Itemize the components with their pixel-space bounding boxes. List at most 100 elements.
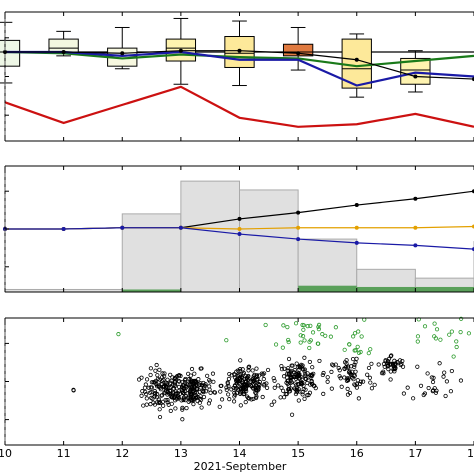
scatter-point xyxy=(354,356,359,361)
scatter-point xyxy=(381,369,386,374)
scatter-point xyxy=(264,385,270,390)
scatter-point xyxy=(186,399,191,404)
trend-line-2-point xyxy=(61,227,66,231)
scatter-point xyxy=(298,333,303,338)
scatter-point xyxy=(196,377,201,382)
scatter-point xyxy=(142,385,148,390)
scatter-point xyxy=(208,390,213,395)
scatter-point xyxy=(296,398,301,403)
scatter-point xyxy=(238,367,243,372)
scatter-point xyxy=(225,380,230,385)
scatter-point xyxy=(305,324,310,329)
scatter-point xyxy=(252,372,257,377)
scatter-point xyxy=(194,390,199,395)
scatter-point xyxy=(155,391,160,397)
scatter-point xyxy=(345,386,350,391)
scatter-point xyxy=(234,377,239,382)
scatter-point xyxy=(405,385,410,390)
scatter-point xyxy=(260,372,266,377)
scatter-point xyxy=(433,390,439,395)
scatter-point xyxy=(353,360,358,365)
scatter-point xyxy=(212,390,217,395)
scatter-point xyxy=(148,366,153,371)
x-tick-label: 16 xyxy=(350,447,364,460)
scatter-point xyxy=(160,393,165,398)
scatter-point xyxy=(421,392,426,398)
scatter-point xyxy=(165,400,170,405)
scatter-point xyxy=(422,324,428,329)
scatter-point xyxy=(234,390,239,396)
scatter-point xyxy=(385,358,391,364)
trend-line-1-point xyxy=(413,225,418,230)
scatter-point xyxy=(224,385,229,390)
scatter-point xyxy=(344,361,349,366)
x-tick-label: 14 xyxy=(233,447,247,460)
scatter-point xyxy=(352,382,357,387)
scatter-point xyxy=(250,385,256,391)
scatter-point xyxy=(288,378,293,383)
scatter-point xyxy=(356,329,361,334)
scatter-point xyxy=(263,322,268,328)
scatter-point xyxy=(345,376,350,381)
scatter-point xyxy=(458,378,464,383)
scatter-point xyxy=(368,380,373,385)
scatter-point xyxy=(321,391,326,397)
scatter-point xyxy=(151,400,156,405)
scatter-point xyxy=(295,364,300,369)
scatter-point xyxy=(180,407,185,412)
scatter-point xyxy=(157,414,163,420)
scatter-point xyxy=(272,378,277,383)
trend-line-0-point xyxy=(413,196,418,201)
trend-line-2-point xyxy=(237,232,242,237)
scatter-point xyxy=(249,397,254,402)
scatter-point xyxy=(352,362,357,367)
panel-boxplot xyxy=(0,11,474,142)
scatter-point xyxy=(358,379,364,384)
scatter-point xyxy=(316,322,322,327)
scatter-point xyxy=(180,405,185,411)
series-line-2-point xyxy=(120,51,125,56)
panel-histogram xyxy=(3,165,474,293)
scatter-point xyxy=(184,405,189,411)
scatter-point xyxy=(293,321,299,326)
scatter-point xyxy=(308,323,313,328)
scatter-point xyxy=(444,379,449,384)
scatter-point xyxy=(203,389,209,394)
scatter-point xyxy=(303,372,308,377)
histogram-bar xyxy=(239,189,299,293)
scatter-point xyxy=(448,389,454,394)
scatter-point xyxy=(240,367,245,372)
box xyxy=(341,38,372,89)
scatter-point xyxy=(173,383,178,388)
scatter-point xyxy=(447,332,452,337)
scatter-point xyxy=(260,394,265,400)
scatter-point xyxy=(278,395,283,400)
scatter-point xyxy=(155,376,161,381)
scatter-point xyxy=(191,402,196,407)
scatter-point xyxy=(253,390,258,395)
scatter-point xyxy=(175,391,180,396)
scatter-point xyxy=(185,395,191,400)
scatter-point xyxy=(199,366,204,371)
scatter-point xyxy=(382,364,387,369)
scatter-point xyxy=(430,379,436,385)
trend-line-2-point xyxy=(120,225,125,230)
x-tick-label: 13 xyxy=(174,447,188,460)
scatter-point xyxy=(163,384,168,389)
scatter-point xyxy=(303,373,308,378)
scatter-point xyxy=(183,376,188,382)
scatter-point xyxy=(300,322,305,328)
scatter-point xyxy=(390,361,396,366)
scatter-point xyxy=(307,339,312,344)
scatter-point xyxy=(155,384,160,389)
scatter-point xyxy=(154,362,159,368)
scatter-point xyxy=(449,368,454,374)
scatter-point xyxy=(198,385,203,390)
scatter-point xyxy=(418,383,424,388)
scatter-point xyxy=(245,378,251,383)
scatter-point xyxy=(170,390,175,395)
scatter-point xyxy=(337,368,342,373)
scatter-point xyxy=(199,405,204,410)
scatter-point xyxy=(369,386,375,391)
